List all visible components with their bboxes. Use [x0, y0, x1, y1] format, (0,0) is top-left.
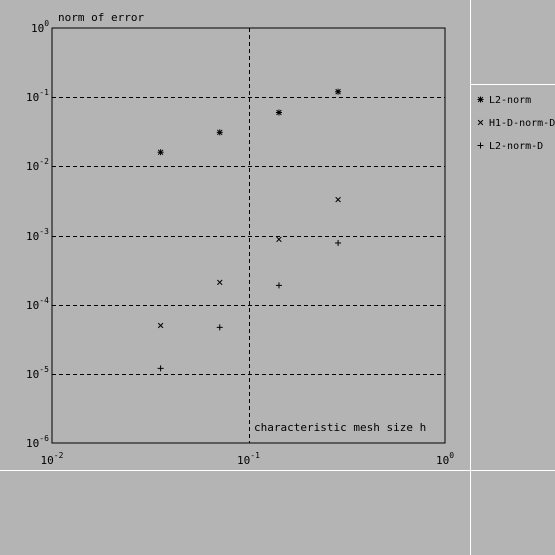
y-tick-label-0: 100: [31, 19, 50, 35]
y-tick-label-4-base: 10: [26, 298, 40, 312]
y-tick-label-6-base: 10: [26, 437, 40, 450]
point-H1-D-norm-D-1: [216, 279, 223, 286]
y-tick-label-3-exponent: -3: [39, 226, 49, 236]
point-L2-norm-0: [157, 149, 164, 156]
y-tick-label-2-exponent: -2: [39, 157, 49, 167]
legend-label-1: H1-D-norm-D: [489, 118, 555, 129]
legend-marker-0: [477, 96, 484, 103]
legend-label-2: L2-norm-D: [489, 141, 544, 152]
y-tick-label-1-exponent: -1: [39, 88, 49, 98]
x-tick-label-0: 10-2: [40, 451, 64, 467]
y-tick-label-5-base: 10: [26, 367, 40, 381]
legend-marker-shape-1: [477, 119, 484, 126]
y-tick-label-1: 10-1: [26, 88, 49, 105]
y-tick-label-3-base: 10: [26, 229, 40, 243]
x-tick-label-0-base: 10: [40, 454, 54, 467]
y-axis-label: norm of error: [58, 11, 145, 24]
y-tick-label-0-exponent: 0: [44, 19, 50, 28]
y-tick-label-6: 10-6: [26, 434, 49, 450]
point-L2-norm-3: [335, 88, 342, 95]
point-H1-D-norm-D-0: [157, 322, 164, 329]
y-tick-label-4: 10-4: [26, 295, 49, 312]
point-L2-norm-D-3: [335, 239, 342, 246]
legend-marker-shape-0: [477, 96, 484, 103]
point-H1-D-norm-D-2: [276, 236, 282, 243]
legend-marker-1: [477, 119, 484, 126]
y-tick-label-1-base: 10: [26, 91, 40, 105]
x-tick-label-2-exponent: 0: [449, 451, 455, 460]
legend-item-1: H1-D-norm-D: [476, 118, 555, 129]
x-axis-label: characteristic mesh size h: [252, 421, 429, 434]
y-tick-label-2-base: 10: [26, 160, 40, 174]
right-panel-divider: [470, 0, 471, 555]
x-tick-label-1-exponent: -1: [250, 451, 260, 460]
y-tick-label-5: 10-5: [26, 364, 49, 381]
legend-label-0: L2-norm: [489, 95, 532, 106]
legend-panel-divider: [470, 84, 555, 85]
data-markers: [157, 88, 342, 372]
y-tick-label-6-exponent: -6: [39, 434, 49, 443]
x-tick-label-2-base: 10: [436, 454, 450, 467]
point-L2-norm-D-1: [216, 324, 223, 331]
legend-marker-shape-2: [477, 142, 484, 149]
grid-lines: [52, 28, 445, 443]
point-L2-norm-D-0: [157, 365, 164, 372]
plot-frame: [51, 27, 446, 444]
y-tick-label-3: 10-3: [26, 226, 49, 243]
legend-item-2: L2-norm-D: [476, 141, 543, 152]
x-tick-label-1: 10-1: [237, 451, 260, 467]
bottom-panel-divider: [0, 470, 555, 471]
corner-panel-divider: [470, 470, 555, 471]
point-L2-norm-D-2: [275, 282, 282, 289]
legend-marker-2: [477, 142, 484, 149]
y-tick-label-0-base: 10: [31, 22, 45, 35]
y-tick-label-4-exponent: -4: [39, 295, 49, 305]
y-tick-label-2: 10-2: [26, 157, 49, 174]
x-tick-label-0-exponent: -2: [53, 451, 64, 460]
point-H1-D-norm-D-3: [335, 196, 341, 203]
x-tick-label-2: 100: [436, 451, 455, 467]
legend-item-0: L2-norm: [476, 95, 531, 106]
point-L2-norm-1: [216, 129, 223, 136]
y-tick-label-5-exponent: -5: [39, 364, 49, 374]
x-tick-label-1-base: 10: [237, 454, 251, 467]
point-L2-norm-2: [275, 109, 282, 116]
